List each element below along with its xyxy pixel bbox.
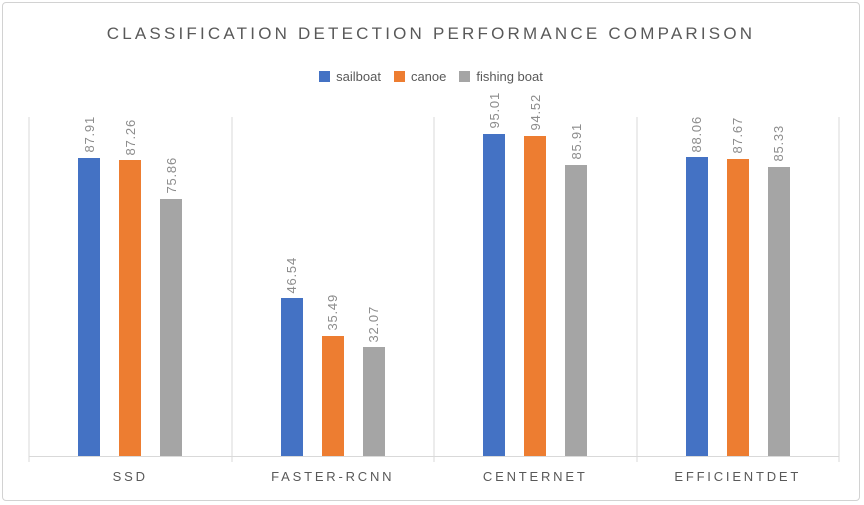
category-separator-line xyxy=(433,117,435,462)
x-axis-labels: SSD FASTER-RCNN CENTERNET EFFICIENTDET xyxy=(29,467,839,487)
bar-value-label: 46.54 xyxy=(284,256,300,294)
bar-value-label: 88.06 xyxy=(689,115,705,153)
category-label: SSD xyxy=(112,469,148,484)
legend-label: sailboat xyxy=(336,68,381,84)
bar xyxy=(119,160,142,456)
bar xyxy=(280,298,303,456)
legend-label: fishing boat xyxy=(476,68,543,84)
category-label: EFFICIENTDET xyxy=(674,469,802,484)
category-panel: 88.06 87.67 85.33 xyxy=(637,115,840,456)
bar-value-label: 87.67 xyxy=(730,117,746,154)
legend-swatch-icon xyxy=(319,70,331,82)
bar-column: 75.86 xyxy=(160,117,183,456)
bar xyxy=(160,198,183,456)
bar-value-label: 87.91 xyxy=(81,116,97,153)
category-panel: 46.54 35.49 32.07 xyxy=(232,117,435,456)
bar-value-label: 32.07 xyxy=(366,305,382,343)
bar xyxy=(726,158,749,456)
category-separator-line xyxy=(231,117,232,462)
bar-column: 94.52 xyxy=(524,94,547,456)
bar xyxy=(362,347,385,456)
category-separator-line xyxy=(28,117,30,462)
bar-value-label: 85.91 xyxy=(568,123,584,160)
bar-column: 87.67 xyxy=(726,117,749,456)
bar-column: 87.26 xyxy=(119,117,142,456)
bar xyxy=(321,335,344,456)
bar xyxy=(78,158,101,456)
legend: sailboat canoe fishing boat xyxy=(3,66,859,86)
bar-column: 87.91 xyxy=(78,116,101,456)
bar-value-label: 95.01 xyxy=(486,92,502,129)
bar-column: 85.91 xyxy=(565,117,588,456)
bar-column: 95.01 xyxy=(483,92,506,456)
category-separator-line xyxy=(838,117,840,462)
category-panel: 95.01 94.52 85.91 xyxy=(434,92,637,456)
bar xyxy=(483,133,506,456)
chart-title: CLASSIFICATION DETECTION PERFORMANCE COM… xyxy=(106,24,756,43)
bar xyxy=(565,164,588,456)
category-panel: 87.91 87.26 75.86 xyxy=(29,116,232,456)
bar-column: 85.33 xyxy=(767,117,790,456)
bar-value-label: 85.33 xyxy=(771,125,787,162)
bar-value-label: 87.26 xyxy=(122,118,138,156)
bar-value-label: 94.52 xyxy=(527,94,543,131)
category-label: CENTERNET xyxy=(482,469,588,484)
legend-item: sailboat xyxy=(319,69,381,84)
bar-value-label: 35.49 xyxy=(325,294,341,331)
bar-column: 88.06 xyxy=(685,115,708,456)
bar xyxy=(767,166,790,456)
category-label: FASTER-RCNN xyxy=(271,469,395,484)
bar-value-label: 75.86 xyxy=(163,157,179,194)
bar xyxy=(685,157,708,456)
legend-swatch-icon xyxy=(459,70,471,82)
bar-column: 46.54 xyxy=(280,117,303,456)
bar xyxy=(524,135,547,456)
legend-item: fishing boat xyxy=(459,69,543,84)
legend-item: canoe xyxy=(393,68,447,84)
legend-label: canoe xyxy=(410,68,447,84)
bar-column: 35.49 xyxy=(321,117,344,456)
legend-swatch-icon xyxy=(393,70,405,82)
category-separator-line xyxy=(636,117,637,462)
plot-area: 87.91 87.26 75.86 46.54 35.49 32.07 95.01 94.52… xyxy=(28,92,840,462)
bar-column: 32.07 xyxy=(362,117,385,456)
